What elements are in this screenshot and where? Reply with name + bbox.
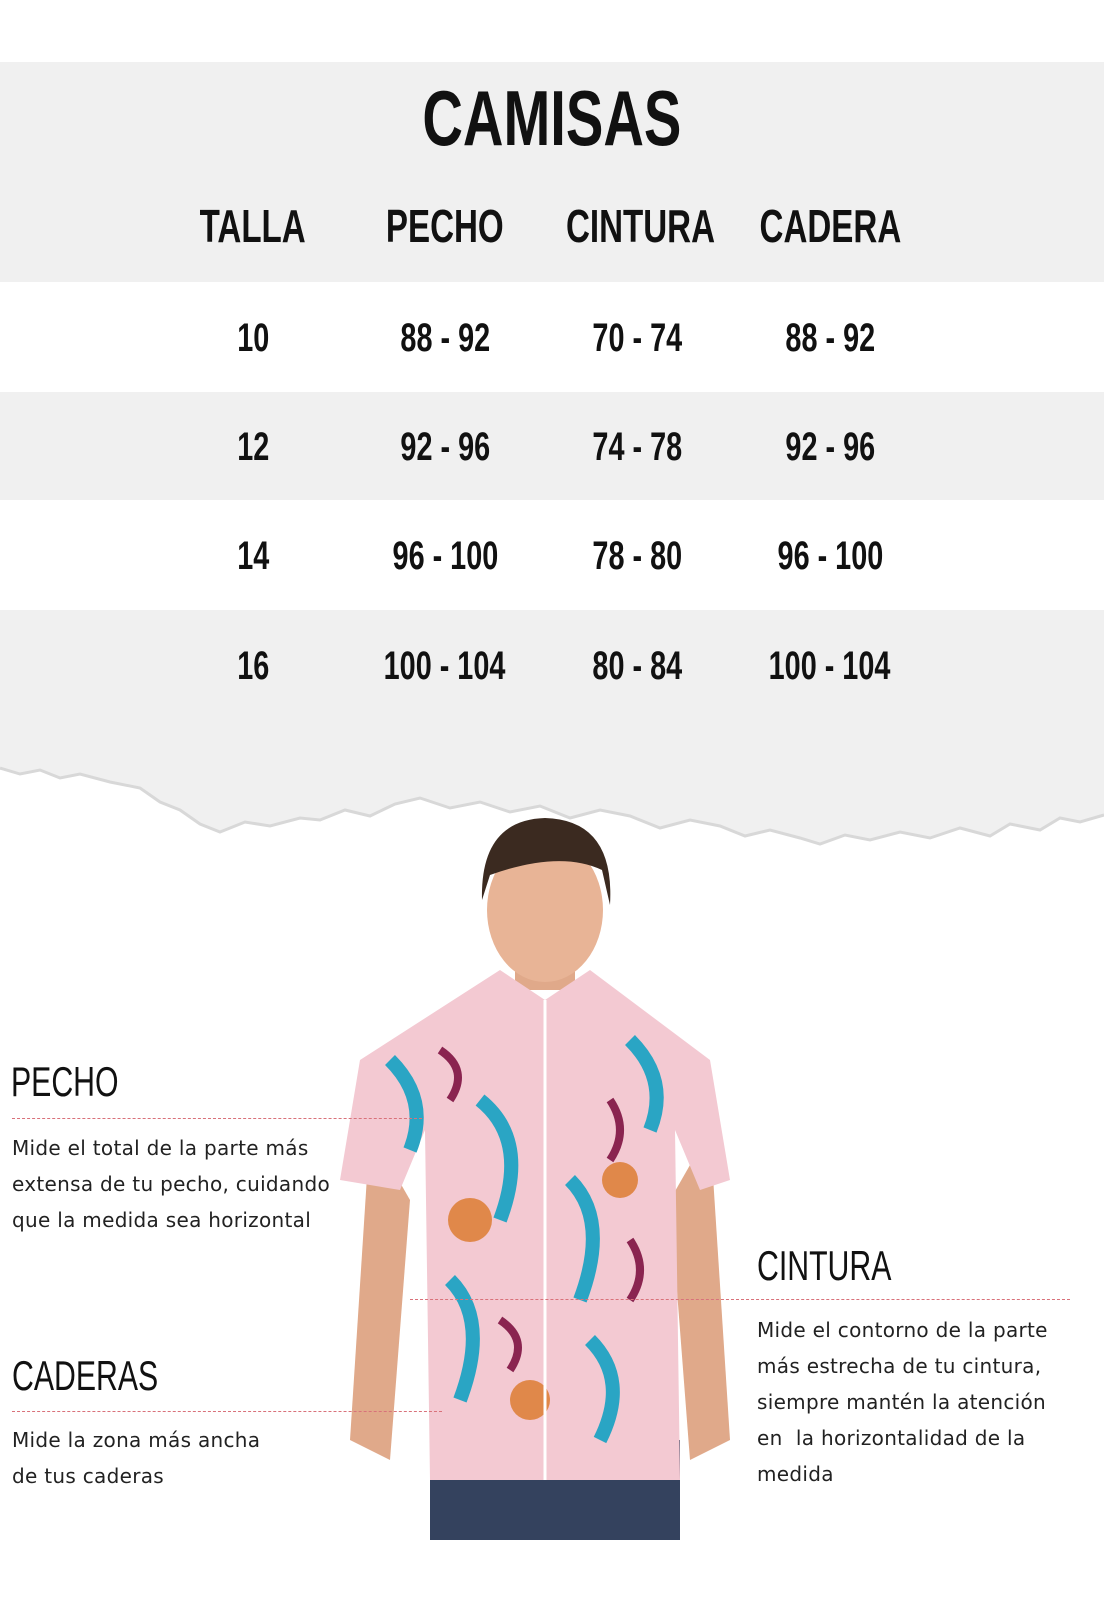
model-photo: [340, 818, 730, 1540]
desc-line: medida: [757, 1462, 834, 1486]
desc-line: Mide el contorno de la parte: [757, 1318, 1048, 1342]
desc-line: más estrecha de tu cintura,: [757, 1354, 1042, 1378]
cell-cadera: 92 - 96: [730, 425, 930, 469]
header-text: TALLA: [199, 200, 307, 252]
cell-text: 16: [236, 644, 270, 688]
cintura-label: CINTURA: [757, 1242, 892, 1289]
cell-text: 92 - 96: [785, 425, 875, 469]
cell-text: 70 - 74: [592, 316, 682, 360]
header-text: PECHO: [386, 200, 504, 252]
desc-line: extensa de tu pecho, cuidando: [12, 1172, 330, 1196]
cell-text: 96 - 100: [392, 534, 498, 578]
pecho-description: Mide el total de la parte más extensa de…: [12, 1130, 330, 1238]
header-band: [0, 62, 1104, 282]
cell-pecho: 100 - 104: [345, 644, 545, 688]
cell-pecho: 92 - 96: [345, 425, 545, 469]
cell-talla: 12: [153, 425, 353, 469]
cintura-dashed-line: [410, 1299, 1070, 1300]
caderas-dashed-line: [12, 1411, 442, 1412]
header-text: CINTURA: [565, 200, 716, 252]
cell-text: 88 - 92: [785, 316, 875, 360]
cell-text: 10: [236, 316, 270, 360]
cintura-description: Mide el contorno de la parte más estrech…: [757, 1312, 1048, 1492]
row-band-3: [0, 500, 1104, 610]
cell-text: 74 - 78: [592, 425, 682, 469]
desc-line: siempre mantén la atención: [757, 1390, 1047, 1414]
cell-cintura: 78 - 80: [537, 534, 737, 578]
page-title: CAMISAS: [0, 78, 1104, 158]
cell-cintura: 80 - 84: [537, 644, 737, 688]
desc-line: Mide la zona más ancha: [12, 1428, 261, 1452]
pecho-dashed-line: [12, 1118, 422, 1119]
caderas-label: CADERAS: [12, 1352, 159, 1399]
caderas-description: Mide la zona más ancha de tus caderas: [12, 1422, 260, 1494]
cell-cadera: 100 - 104: [730, 644, 930, 688]
cell-cadera: 88 - 92: [730, 316, 930, 360]
cell-cintura: 74 - 78: [537, 425, 737, 469]
title-text: CAMISAS: [422, 74, 682, 162]
row-band-1: [0, 282, 1104, 392]
cell-text: 100 - 104: [769, 644, 891, 688]
cell-text: 96 - 100: [777, 534, 883, 578]
desc-line: de tus caderas: [12, 1464, 165, 1488]
cell-talla: 14: [153, 534, 353, 578]
pecho-label: PECHO: [11, 1058, 119, 1105]
cell-pecho: 96 - 100: [345, 534, 545, 578]
desc-line: en la horizontalidad de la: [757, 1426, 1026, 1450]
cell-text: 78 - 80: [592, 534, 682, 578]
row-band-2: [0, 392, 1104, 500]
header-cintura: CINTURA: [537, 200, 737, 252]
cell-text: 14: [236, 534, 270, 578]
cell-text: 88 - 92: [400, 316, 490, 360]
cell-talla: 16: [153, 644, 353, 688]
cell-cadera: 96 - 100: [730, 534, 930, 578]
cell-text: 100 - 104: [384, 644, 506, 688]
cell-pecho: 88 - 92: [345, 316, 545, 360]
header-pecho: PECHO: [345, 200, 545, 252]
header-talla: TALLA: [153, 200, 353, 252]
header-text: CADERA: [759, 200, 901, 252]
cell-text: 92 - 96: [400, 425, 490, 469]
cell-text: 80 - 84: [592, 644, 682, 688]
cell-talla: 10: [153, 316, 353, 360]
header-cadera: CADERA: [730, 200, 930, 252]
torn-paper-edge: [0, 740, 1104, 846]
cell-text: 12: [236, 425, 270, 469]
cell-cintura: 70 - 74: [537, 316, 737, 360]
desc-line: Mide el total de la parte más: [12, 1136, 309, 1160]
desc-line: que la medida sea horizontal: [12, 1208, 312, 1232]
